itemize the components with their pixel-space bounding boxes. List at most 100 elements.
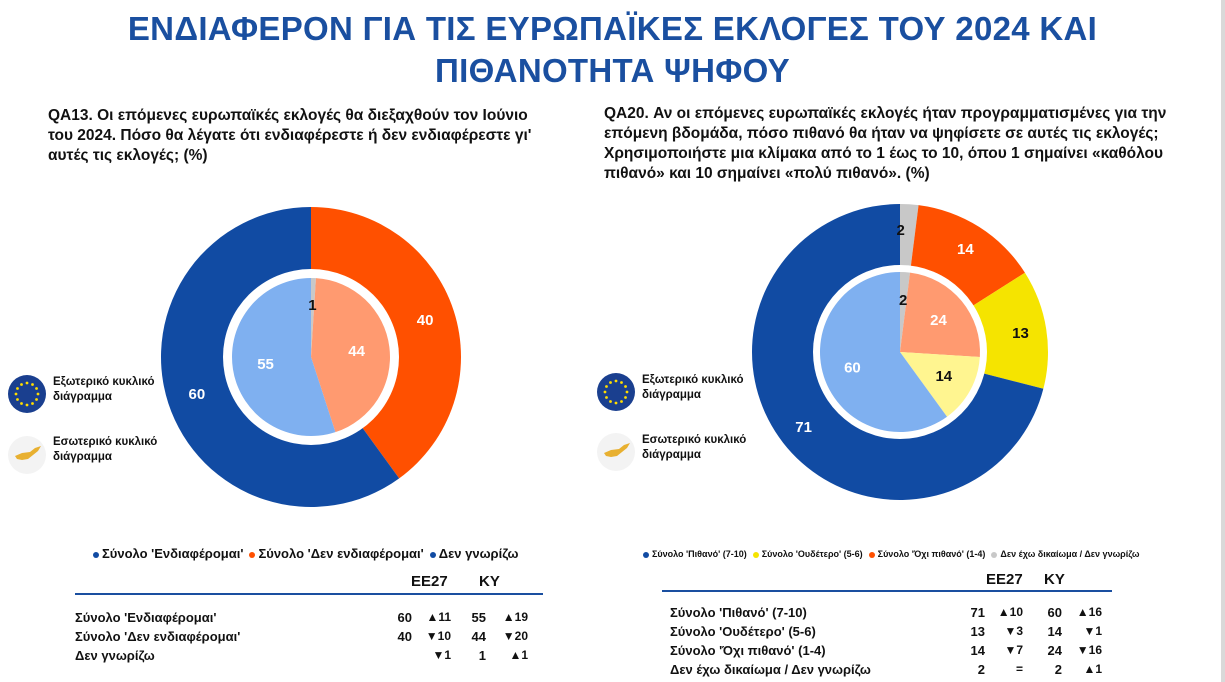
row-label: Σύνολο 'Ενδιαφέρομαι' [75,610,217,625]
inner-ring-data-label: 14 [935,368,952,385]
ee27-value: 71 [970,605,985,620]
eu-flag-icon [8,375,46,413]
ky-change: ▼1 [1083,624,1102,638]
legend-swatch [868,551,875,558]
donut-chart-qa20: 2 24 14 60 2 14 13 71 [752,204,1048,500]
legend-item: Σύνολο 'Πιθανό' (7-10) [643,549,747,559]
row-label: Σύνολο 'Όχι πιθανό' (1-4) [670,643,826,658]
inner-ring-slice-1 [311,278,390,433]
ee27-change: ▲10 [997,605,1023,619]
outer-ring-data-label: 60 [189,386,206,403]
eu-star [614,401,618,405]
legend-outer-label: Εξωτερικό κυκλικό διάγραμμα [642,374,744,401]
chart-legend-qa20: Σύνολο 'Πιθανό' (7-10) Σύνολο 'Ουδέτερο' … [643,549,1145,559]
legend-item: Σύνολο 'Δεν ενδιαφέρομαι' [249,546,424,561]
chart-legend-qa13: Σύνολο 'Ενδιαφέρομαι' Σύνολο 'Δεν ενδιαφέ… [93,546,524,561]
inner-ring-slice-3 [900,272,911,352]
ky-change: ▲16 [1076,605,1102,619]
inner-ring-slice-1 [900,352,980,417]
eu-flag-icon [597,373,635,411]
ky-change: ▲1 [1083,662,1102,676]
legend-swatch [429,551,436,558]
eu-star [36,392,40,396]
legend-inner-label: Εσωτερικό κυκλικό διάγραμμα [642,434,747,461]
table-header-rule [662,590,1112,592]
table-row: Σύνολο 'Όχι πιθανό' (1-4) 14 ▼7 24 ▼16 [670,643,1115,663]
eu-star [31,383,34,386]
table-row: Δεν έχω δικαίωμα / Δεν γνωρίζω 2 = 2 ▲1 [670,662,1115,682]
legend-outer-label: Εξωτερικό κυκλικό διάγραμμα [53,376,155,403]
outer-ring-data-label: 14 [957,241,974,258]
table-row: Σύνολο 'Δεν ενδιαφέρομαι' 40 ▼10 44 ▼20 [75,629,545,649]
eu-star [25,381,29,385]
inner-ring-data-label: 1 [308,297,316,314]
ee27-value: 40 [397,629,412,644]
table-row: Σύνολο 'Ουδέτερο' (5-6) 13 ▼3 14 ▼1 [670,624,1115,644]
eu-star [605,385,608,388]
eu-star [620,400,623,403]
column-header-ee27: EE27 [986,571,1023,588]
ky-value: 44 [471,629,486,644]
ee27-change: ▼1 [432,648,451,662]
column-header-ky: KY [479,573,500,590]
inner-ring-data-label: 2 [899,292,907,309]
eu-star [614,379,618,383]
outer-ring-data-label: 71 [795,419,812,436]
eu-star [624,396,627,399]
column-header-ky: KY [1044,571,1065,588]
eu-star [20,383,23,386]
legend-label: Σύνολο 'Ενδιαφέρομαι' [102,546,244,561]
cyprus-map-icon [8,436,46,474]
eu-star [620,381,623,384]
legend-item: Σύνολο 'Ενδιαφέρομαι' [93,546,243,561]
results-table-qa20: EE27 KY Σύνολο 'Πιθανό' (7-10) 71 ▲10 60 ▲16… [662,568,1115,682]
eu-star [14,392,18,396]
inner-ring-data-label: 24 [930,312,947,329]
legend-label: Δεν έχω δικαίωμα / Δεν γνωρίζω [1000,549,1140,559]
legend-swatch [249,551,256,558]
table-row: Σύνολο 'Ενδιαφέρομαι' 60 ▲11 55 ▲19 [75,610,545,630]
table-header-rule [75,593,543,595]
cyprus-map-icon [597,433,635,471]
inner-ring-slice-2 [900,272,980,358]
ky-value: 2 [1054,662,1062,677]
ky-change: ▲1 [509,648,528,662]
ky-change: ▼20 [502,629,528,643]
legend-swatch [752,551,759,558]
ky-value: 1 [478,648,486,663]
page-title-line-1: ΕΝΔΙΑΦΕΡΟΝ ΓΙΑ ΤΙΣ ΕΥΡΩΠΑΪΚΕΣ ΕΚΛΟΓΕΣ ΤΟ… [127,10,1098,47]
eu-star [609,381,612,384]
legend-swatch [93,551,99,558]
eu-star [31,402,34,405]
legend-inner-label: Εσωτερικό κυκλικό διάγραμμα [53,436,158,463]
ee27-change: ▲11 [426,610,451,624]
eu-star [609,400,612,403]
eu-star [16,398,19,401]
legend-label: Σύνολο 'Πιθανό' (7-10) [652,549,747,559]
eu-star [625,390,629,394]
outer-ring-data-label: 40 [417,312,434,329]
ee27-change: = [1015,662,1023,676]
inner-ring-slice-0 [231,278,336,436]
legend-item: Δεν γνωρίζω [429,546,518,561]
legend-item: Σύνολο 'Ουδέτερο' (5-6) [752,549,863,559]
eu-star [16,387,19,390]
inner-ring-data-label: 44 [348,343,365,360]
table-row: Σύνολο 'Πιθανό' (7-10) 71 ▲10 60 ▲16 [670,605,1115,625]
eu-star [35,398,38,401]
legend-item: Δεν έχω δικαίωμα / Δεν γνωρίζω [991,549,1139,559]
ee27-value: 14 [970,643,985,658]
inner-ring-slice-0 [820,272,948,432]
eu-star [35,387,38,390]
row-label: Δεν γνωρίζω [75,648,155,663]
legend-label: Σύνολο 'Δεν ενδιαφέρομαι' [258,546,424,561]
page-title: ΕΝΔΙΑΦΕΡΟΝ ΓΙΑ ΤΙΣ ΕΥΡΩΠΑΪΚΕΣ ΕΚΛΟΓΕΣ ΤΟ… [0,8,1225,92]
ky-change: ▲19 [502,610,528,624]
question-qa13: QA13. Οι επόμενες ευρωπαϊκές εκλογές θα … [48,107,532,164]
eu-star [603,390,607,394]
inner-ring-data-label: 60 [844,359,861,376]
ee27-change: ▼7 [1004,643,1023,657]
inner-ring-data-label: 55 [257,356,274,373]
results-table-qa13: EE27 KY Σύνολο 'Ενδιαφέρομαι' 60 ▲11 55 ▲19 Σ… [75,570,545,670]
ee27-value: 60 [397,610,412,625]
